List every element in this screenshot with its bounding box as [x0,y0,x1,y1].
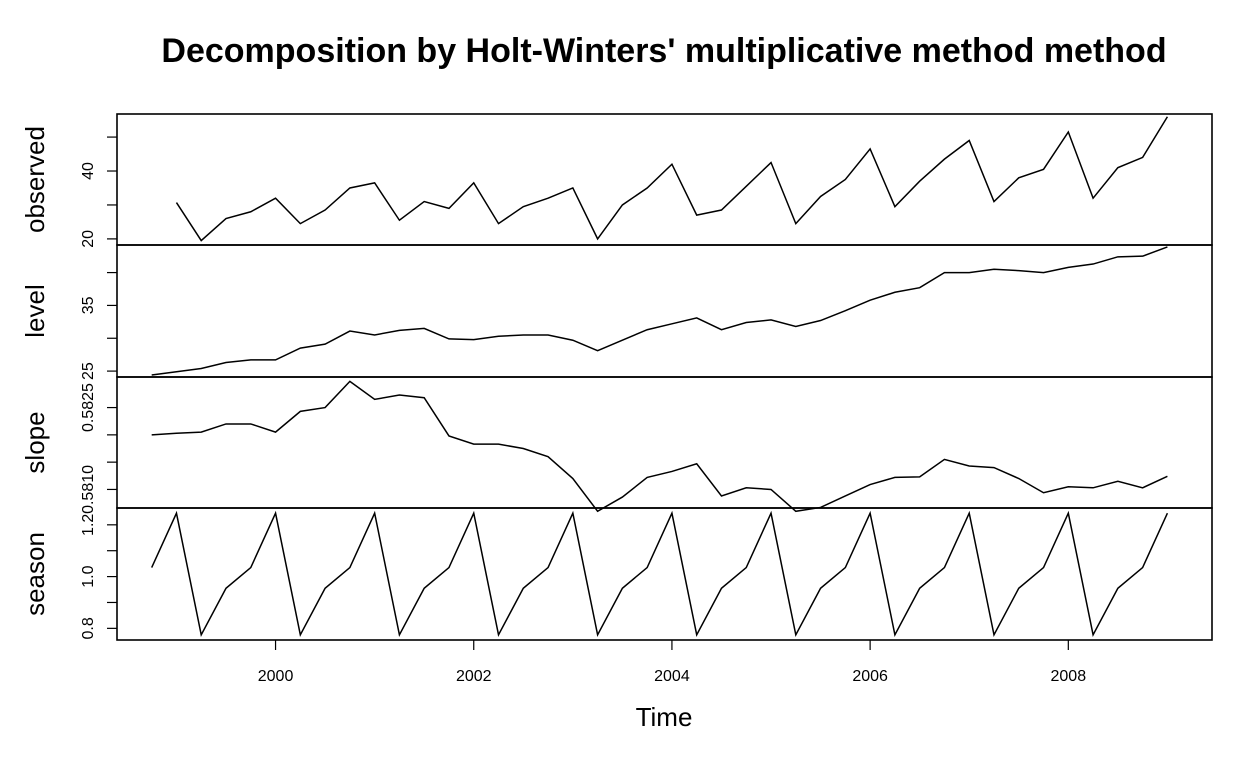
panel-frame [116,507,1213,641]
x-axis-label: Time [636,702,693,732]
panel-level: 25 35 level [20,244,1213,380]
y-axis-label-level: level [20,284,50,337]
x-tick-label: 2002 [456,668,492,685]
y-tick-label: 0.5810 [80,465,97,514]
panel-season: 0.8 1.0 1.2 season [20,507,1213,641]
series-line-season [150,510,1169,638]
x-tick-label: 2004 [654,668,690,685]
y-tick-label: 20 [80,230,97,248]
panel-frame [116,113,1213,246]
y-tick-label: 1.0 [80,565,97,587]
y-tick-label: 0.5825 [80,383,97,432]
y-tick-label: 25 [80,362,97,380]
x-tick-label: 2006 [852,668,888,685]
series-line-observed [175,116,1169,242]
y-axis-label-observed: observed [20,126,50,233]
series-line-level [151,246,1168,376]
x-tick-label: 2000 [258,668,294,685]
panel-slope: 0.5810 0.5825 slope [20,376,1213,514]
panels-group: 2040observed2535level0.58100.5825slope0.… [20,113,1213,641]
panel-frame [116,376,1213,509]
y-axis-label-slope: slope [20,411,50,473]
y-tick-label: 1.2 [80,514,97,536]
x-axis: 2000 2002 2004 2006 2008 [258,640,1086,685]
y-axis-label-season: season [20,532,50,616]
series-line-slope [151,380,1168,513]
y-tick-label: 0.8 [80,617,97,639]
panel-observed: 20 40 observed [20,113,1213,248]
chart-title: Decomposition by Holt-Winters' multiplic… [161,32,1166,70]
x-tick-label: 2008 [1051,668,1087,685]
y-tick-label: 35 [80,296,97,314]
y-tick-label: 40 [80,162,97,180]
